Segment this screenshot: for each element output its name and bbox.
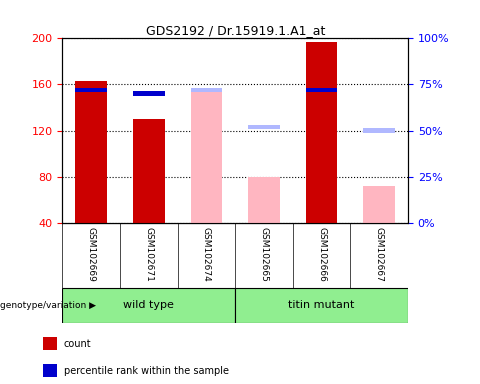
Bar bbox=[235, 288, 408, 323]
Bar bbox=[43, 337, 58, 350]
Bar bbox=[306, 88, 337, 92]
Bar bbox=[62, 288, 235, 323]
Text: percentile rank within the sample: percentile rank within the sample bbox=[64, 366, 229, 376]
Bar bbox=[363, 128, 395, 133]
Text: GSM102667: GSM102667 bbox=[375, 227, 384, 281]
Bar bbox=[191, 90, 222, 223]
Bar bbox=[43, 364, 58, 377]
Text: GSM102674: GSM102674 bbox=[202, 227, 211, 281]
Bar bbox=[248, 124, 280, 129]
Text: GSM102666: GSM102666 bbox=[317, 227, 326, 281]
Bar bbox=[363, 186, 395, 223]
Bar bbox=[306, 42, 337, 223]
Text: count: count bbox=[64, 339, 91, 349]
Title: GDS2192 / Dr.15919.1.A1_at: GDS2192 / Dr.15919.1.A1_at bbox=[145, 24, 325, 37]
Text: genotype/variation ▶: genotype/variation ▶ bbox=[0, 301, 96, 310]
Bar bbox=[191, 88, 222, 92]
Text: GSM102671: GSM102671 bbox=[144, 227, 153, 281]
Bar bbox=[133, 119, 165, 223]
Bar bbox=[133, 91, 165, 96]
Text: wild type: wild type bbox=[123, 300, 174, 310]
Bar bbox=[75, 81, 107, 223]
Bar bbox=[248, 177, 280, 223]
Text: GSM102669: GSM102669 bbox=[87, 227, 96, 281]
Bar bbox=[75, 88, 107, 92]
Text: titin mutant: titin mutant bbox=[288, 300, 355, 310]
Text: GSM102665: GSM102665 bbox=[260, 227, 268, 281]
